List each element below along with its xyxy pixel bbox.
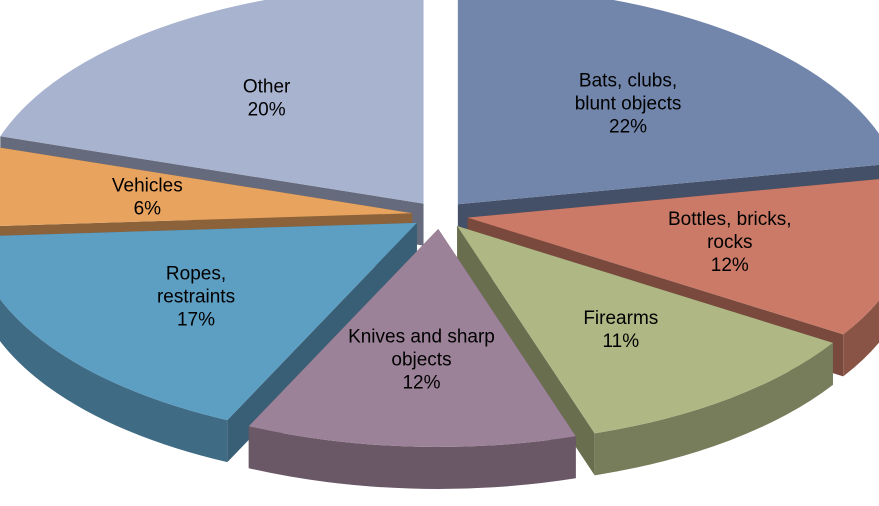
slice-2-side-0 <box>594 342 833 476</box>
slice-4-label-line: restraints <box>157 286 235 307</box>
slice-4-side-0 <box>0 299 228 463</box>
slice-0-percent: 22% <box>609 116 647 137</box>
slice-2-percent: 11% <box>602 331 639 352</box>
slice-1-percent: 12% <box>711 255 749 276</box>
slice-5-label-line: Vehicles <box>112 175 183 196</box>
slice-3-side-0 <box>248 426 576 489</box>
slice-0-top <box>457 0 879 205</box>
slice-3-label-line: Knives and sharp <box>348 327 495 348</box>
slice-1-side-0 <box>843 300 879 377</box>
slice-1-label-line: rocks <box>707 232 752 253</box>
slice-6-top <box>0 0 424 204</box>
slice-0-label-line: blunt objects <box>575 93 682 114</box>
slice-3-top <box>248 228 576 447</box>
slice-6-percent: 20% <box>248 99 286 120</box>
slice-4-percent: 17% <box>177 309 215 330</box>
slice-4-label: Ropes, restraints 17% <box>157 263 235 330</box>
slice-2-label: Firearms 11% <box>583 308 658 352</box>
slice-3-label-line: objects <box>391 350 451 371</box>
slice-2-top <box>457 226 833 434</box>
slice-3-percent: 12% <box>402 373 440 394</box>
slice-4-label-line: Ropes, <box>166 263 226 284</box>
slice-2-label-line: Firearms <box>583 308 658 329</box>
slice-5-percent: 6% <box>134 198 162 219</box>
slice-4-top <box>0 222 417 421</box>
slice-3-label: Knives and sharp objects 12% <box>348 327 495 394</box>
slice-5-top <box>0 147 413 226</box>
slice-1-label-line: Bottles, bricks, <box>668 209 792 230</box>
slice-6-label-line: Other <box>243 76 291 97</box>
slice-1-label: Bottles, bricks, rocks 12% <box>668 209 792 276</box>
slice-0-label-line: Bats, clubs, <box>579 70 677 91</box>
slice-0-label: Bats, clubs, blunt objects 22% <box>575 70 682 137</box>
slice-5-label: Vehicles 6% <box>112 175 183 219</box>
slice-1-top <box>467 179 879 335</box>
slice-6-label: Other 20% <box>243 76 291 120</box>
